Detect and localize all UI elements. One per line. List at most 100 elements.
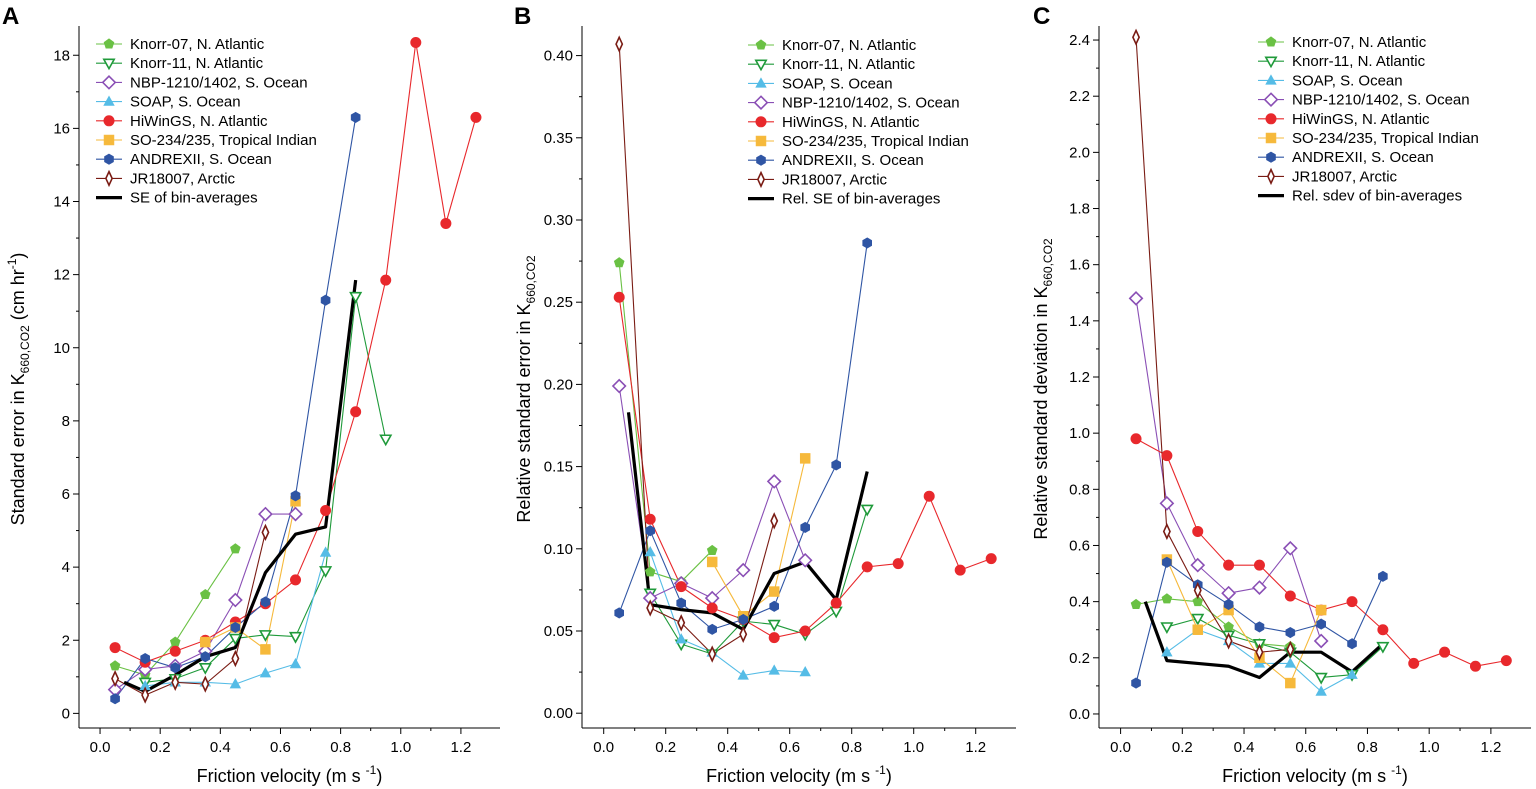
data-point-knorr-07-n-atlantic: [1192, 596, 1204, 607]
plot-area: [107, 36, 482, 705]
legend-entry: Knorr-11, N. Atlantic: [1292, 53, 1426, 70]
x-tick-label: 0.8: [330, 739, 351, 756]
data-point-hiwings-n-atlantic: [923, 490, 935, 502]
legend-marker: [1265, 74, 1277, 85]
data-point-hiwings-n-atlantic: [613, 291, 625, 303]
data-point-knorr-07-n-atlantic: [199, 588, 211, 600]
legend-marker: [103, 115, 115, 127]
legend-marker: [1266, 167, 1276, 186]
legend-entry: SO-234/235, Tropical Indian: [1292, 130, 1479, 147]
legend-marker: [103, 95, 115, 106]
data-point-jr18007-arctic: [261, 523, 270, 542]
series-line-jr18007-arctic: [1135, 37, 1291, 653]
data-point-nbp-1210-1402-s-ocean: [1159, 495, 1175, 511]
data-point-nbp-1210-1402-s-ocean: [288, 506, 303, 522]
legend-entry: HiWinGS, N. Atlantic: [1292, 111, 1430, 128]
x-tick-label: 0.4: [210, 739, 231, 756]
data-point-soap-s-ocean: [319, 546, 332, 557]
legend-entry: Knorr-07, N. Atlantic: [782, 37, 917, 54]
y-tick-label: 0.4: [1069, 594, 1090, 611]
legend-marker: [755, 116, 767, 128]
legend-marker: [755, 135, 767, 147]
y-tick-label: 2.4: [1069, 32, 1090, 49]
data-point-jr18007-arctic: [171, 673, 180, 691]
y-tick-label: 1.8: [1069, 201, 1090, 218]
panel-a: A 0 2 4 6 8 10 12 14 16 18 0.0 0.2 0.4 0.6 0.8 1.0 1.2 Fri…: [2, 3, 500, 786]
legend-marker: [103, 38, 115, 49]
data-point-hiwings-n-atlantic: [440, 217, 452, 229]
y-tick-label: 0.20: [544, 376, 573, 393]
data-point-andrexii-s-ocean: [676, 597, 687, 609]
legend-marker: [104, 153, 114, 165]
data-point-knorr-11-n-atlantic: [860, 504, 874, 517]
legend-marker: [103, 134, 115, 146]
data-point-hiwings-n-atlantic: [1161, 450, 1173, 462]
data-point-andrexii-s-ocean: [140, 652, 150, 665]
legend: Knorr-07, N. Atlantic Knorr-11, N. Atlant…: [1258, 34, 1479, 205]
data-point-jr18007-arctic: [770, 512, 779, 530]
y-tick-label: 1.6: [1069, 257, 1090, 274]
data-point-jr18007-arctic: [1193, 581, 1202, 600]
data-point-soap-s-ocean: [259, 667, 272, 678]
data-point-nbp-1210-1402-s-ocean: [1282, 540, 1298, 556]
legend-entry: ANDREXII, S. Ocean: [1292, 149, 1434, 166]
series-line-knorr-07-n-atlantic: [618, 262, 713, 583]
data-point-knorr-07-n-atlantic: [613, 257, 625, 268]
data-point-soap-s-ocean: [1346, 668, 1358, 679]
series-line-knorr-11-n-atlantic: [145, 296, 387, 683]
y-tick-label: 1.2: [1069, 369, 1090, 386]
data-point-hiwings-n-atlantic: [1130, 433, 1142, 445]
legend-marker: [753, 95, 769, 110]
legend-entry: SE of bin-averages: [130, 190, 258, 207]
data-point-knorr-07-n-atlantic: [169, 636, 181, 647]
data-point-hiwings-n-atlantic: [350, 406, 362, 418]
x-tick-label: 0.4: [1234, 739, 1255, 756]
data-point-jr18007-arctic: [677, 614, 686, 632]
data-point-nbp-1210-1402-s-ocean: [1252, 580, 1267, 595]
data-point-jr18007-arctic: [1162, 522, 1171, 541]
data-point-knorr-07-n-atlantic: [109, 660, 121, 671]
x-tick-label: 0.8: [841, 739, 862, 756]
series-line-rel-se-of-bin-averages: [626, 412, 869, 631]
series-line-so-234-235-tropical-indian: [205, 501, 297, 650]
data-point-andrexii-s-ocean: [170, 662, 181, 674]
data-point-so-234-235-tropical-indian: [200, 636, 211, 648]
data-point-hiwings-n-atlantic: [1223, 559, 1235, 571]
series-line-so-234-235-tropical-indian: [711, 458, 806, 617]
x-axis-label: Friction velocity (m s -1): [1222, 763, 1408, 786]
y-tick-label: 8: [62, 413, 70, 430]
data-point-knorr-11-n-atlantic: [1314, 672, 1328, 685]
data-point-hiwings-n-atlantic: [892, 558, 904, 570]
data-point-soap-s-ocean: [1284, 657, 1297, 668]
data-point-knorr-11-n-atlantic: [379, 434, 393, 447]
data-point-so-234-235-tropical-indian: [1315, 604, 1327, 616]
panel-label: B: [514, 3, 531, 30]
legend-entry: Rel. SE of bin-averages: [782, 191, 940, 208]
y-tick-label: 0.10: [544, 541, 573, 558]
data-point-andrexii-s-ocean: [1316, 618, 1326, 630]
data-point-knorr-11-n-atlantic: [258, 630, 273, 642]
y-tick-label: 18: [53, 47, 70, 64]
data-point-andrexii-s-ocean: [350, 111, 361, 123]
data-point-knorr-07-n-atlantic: [230, 543, 241, 554]
y-axis-label: Relative standard deviation in K660,CO2: [1031, 238, 1055, 540]
data-point-hiwings-n-atlantic: [830, 597, 842, 609]
legend: Knorr-07, N. Atlantic Knorr-11, N. Atlant…: [748, 37, 969, 208]
legend-entry: NBP-1210/1402, S. Ocean: [782, 95, 960, 112]
legend-marker: [102, 58, 116, 71]
series-line-knorr-11-n-atlantic: [1166, 617, 1384, 679]
x-tick-label: 0.6: [779, 739, 800, 756]
data-point-hiwings-n-atlantic: [1284, 590, 1296, 602]
data-point-soap-s-ocean: [229, 678, 242, 689]
data-point-nbp-1210-1402-s-ocean: [258, 506, 273, 522]
legend-entry: HiWinGS, N. Atlantic: [130, 113, 268, 130]
y-tick-label: 1.4: [1069, 313, 1090, 330]
y-tick-label: 0.40: [544, 48, 573, 65]
data-point-knorr-07-n-atlantic: [1130, 598, 1142, 609]
x-tick-label: 1.0: [903, 739, 924, 756]
y-tick-label: 0: [62, 705, 70, 722]
data-point-nbp-1210-1402-s-ocean: [766, 474, 782, 489]
data-point-jr18007-arctic: [708, 645, 717, 663]
data-point-nbp-1210-1402-s-ocean: [611, 378, 627, 394]
x-tick-label: 0.6: [1295, 739, 1316, 756]
